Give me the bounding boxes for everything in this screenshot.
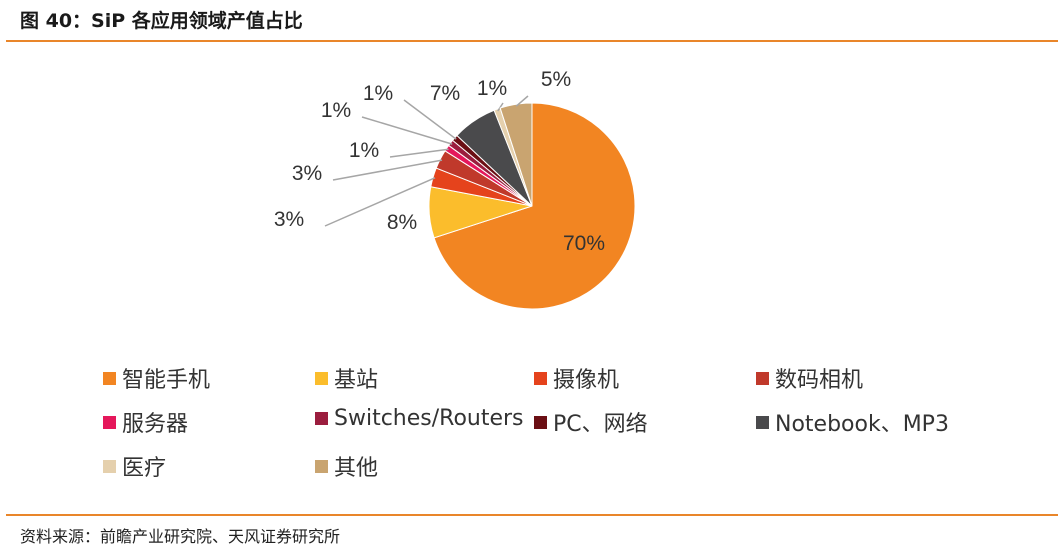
slice-label-10: 5% (541, 68, 571, 91)
leader-line-4 (332, 159, 443, 181)
bottom-divider (6, 514, 1058, 516)
legend-swatch (103, 415, 116, 429)
legend-item: 其他 (315, 450, 378, 482)
legend-item: Notebook、MP3 (756, 406, 949, 438)
legend-label: 数码相机 (775, 368, 864, 393)
leader-line-9 (497, 102, 504, 112)
slice-label-6: 1% (321, 99, 351, 122)
leader-line-5 (389, 148, 449, 158)
pie-slice-10 (499, 102, 533, 207)
slice-label-4: 3% (292, 162, 322, 185)
legend-swatch (756, 371, 769, 385)
legend-swatch (315, 459, 328, 473)
legend-label: PC、网络 (553, 412, 648, 437)
legend-item: 摄像机 (534, 362, 619, 394)
legend-item: 基站 (315, 362, 378, 394)
top-divider (6, 40, 1058, 42)
leader-line-10 (515, 95, 529, 107)
legend-swatch (534, 371, 547, 385)
leader-line-6 (361, 116, 453, 145)
legend-item: 智能手机 (103, 362, 210, 394)
legend-label: 智能手机 (122, 368, 211, 393)
legend-swatch (756, 415, 769, 429)
legend-item: 数码相机 (756, 362, 863, 394)
legend-label: Notebook、MP3 (775, 412, 949, 437)
legend-label: 其他 (334, 456, 379, 481)
figure-title: 图 40：SiP 各应用领域产值占比 (20, 10, 303, 32)
legend-label: Switches/Routers (334, 406, 524, 431)
legend-swatch (103, 459, 116, 473)
legend-swatch (315, 371, 328, 385)
legend-item: 服务器 (103, 406, 188, 438)
legend-item: Switches/Routers (315, 406, 524, 431)
slice-label-7: 1% (363, 82, 393, 105)
leader-line-3 (324, 177, 436, 227)
legend-item: 医疗 (103, 450, 166, 482)
legend-label: 服务器 (122, 412, 189, 437)
source-note: 资料来源：前瞻产业研究院、天风证券研究所 (20, 527, 341, 546)
legend-swatch (534, 415, 547, 429)
pie-chart: 70% 8% 3% 3% 1% 1% 1% 7% 1% 5% (274, 68, 636, 310)
slice-label-1: 70% (563, 232, 605, 255)
slice-label-8: 7% (430, 82, 460, 105)
leader-line-7 (403, 99, 457, 140)
slice-label-5: 1% (349, 139, 379, 162)
legend-label: 医疗 (122, 456, 167, 481)
legend-label: 摄像机 (553, 368, 620, 393)
legend-swatch (103, 371, 116, 385)
legend-item: PC、网络 (534, 406, 648, 438)
legend-label: 基站 (334, 368, 379, 393)
chart-legend: 智能手机 基站 摄像机 数码相机服务器 Switches/Routers PC、网络 Not… (103, 362, 1043, 492)
slice-label-9: 1% (477, 77, 507, 100)
slice-label-3: 3% (274, 208, 304, 231)
legend-swatch (315, 412, 328, 425)
pie-slice-1 (433, 102, 636, 310)
slice-label-2: 8% (387, 211, 417, 234)
